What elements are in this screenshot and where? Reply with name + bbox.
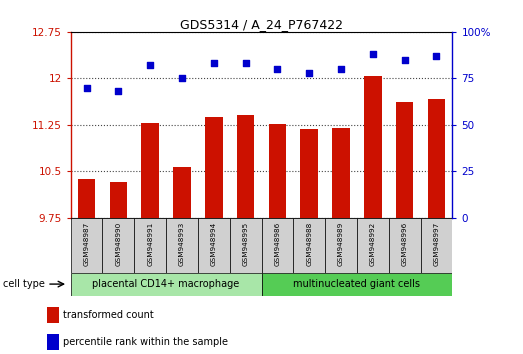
Point (178, 75, 186, 81)
Bar (262, 218, 293, 273)
Text: GSM948990: GSM948990 (116, 222, 121, 266)
Bar (198, 218, 230, 273)
Bar (103, 218, 134, 273)
Bar (166, 218, 198, 273)
Bar (262, 273, 452, 296)
Point (433, 53, 441, 59)
Point (146, 62, 154, 68)
Bar (110, 182, 127, 218)
Bar (141, 123, 159, 218)
Bar (389, 218, 420, 273)
Text: multinucleated giant cells: multinucleated giant cells (293, 279, 420, 289)
Bar (205, 118, 222, 218)
Point (337, 66, 345, 72)
Bar (293, 218, 325, 273)
Bar (71, 273, 262, 296)
Point (401, 57, 409, 63)
Bar (173, 167, 191, 218)
Text: GSM948988: GSM948988 (306, 222, 312, 266)
Bar (396, 102, 413, 218)
Bar (364, 76, 382, 218)
Text: GSM948994: GSM948994 (211, 222, 217, 266)
Text: cell type: cell type (3, 279, 44, 289)
Text: GSM948996: GSM948996 (402, 222, 407, 266)
Text: percentile rank within the sample: percentile rank within the sample (63, 337, 228, 347)
Text: GSM948997: GSM948997 (434, 222, 439, 266)
Text: GSM948992: GSM948992 (370, 222, 376, 266)
Point (242, 61, 250, 66)
Text: GSM948989: GSM948989 (338, 222, 344, 266)
Bar (71, 218, 103, 273)
Bar (428, 99, 445, 218)
Title: GDS5314 / A_24_P767422: GDS5314 / A_24_P767422 (180, 18, 343, 31)
Bar (230, 218, 262, 273)
Point (369, 51, 377, 57)
Point (273, 66, 281, 72)
Text: GSM948987: GSM948987 (84, 222, 89, 266)
Text: GSM948993: GSM948993 (179, 222, 185, 266)
Bar (269, 124, 286, 218)
Bar (301, 129, 318, 218)
Bar (420, 218, 452, 273)
Bar (332, 128, 350, 218)
Bar (237, 115, 254, 218)
Bar (134, 218, 166, 273)
Text: GSM948986: GSM948986 (275, 222, 280, 266)
Point (82, 85, 90, 91)
Text: transformed count: transformed count (63, 310, 154, 320)
Bar (325, 218, 357, 273)
Point (210, 61, 218, 66)
Bar (78, 179, 95, 218)
Bar (357, 218, 389, 273)
Text: GSM948995: GSM948995 (243, 222, 248, 266)
Point (305, 70, 313, 76)
Point (114, 88, 122, 94)
Text: GSM948991: GSM948991 (147, 222, 153, 266)
Text: placental CD14+ macrophage: placental CD14+ macrophage (93, 279, 240, 289)
